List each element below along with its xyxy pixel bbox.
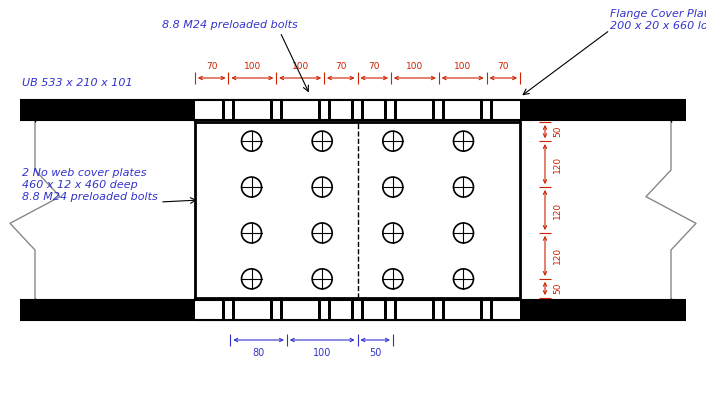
Text: 2 No web cover plates
460 x 12 x 460 deep
8.8 M24 preloaded bolts: 2 No web cover plates 460 x 12 x 460 dee… xyxy=(22,168,157,202)
Bar xyxy=(388,300,395,320)
Bar xyxy=(222,100,235,120)
Circle shape xyxy=(312,131,333,151)
Circle shape xyxy=(453,269,474,289)
Bar xyxy=(483,100,490,120)
Bar xyxy=(273,100,280,120)
Bar xyxy=(20,300,195,320)
Bar xyxy=(432,100,445,120)
Bar xyxy=(354,100,361,120)
Bar xyxy=(351,300,364,320)
Bar xyxy=(432,300,445,320)
Bar xyxy=(354,300,361,320)
Bar xyxy=(318,100,330,120)
Circle shape xyxy=(453,223,474,243)
Text: UB 533 x 210 x 101: UB 533 x 210 x 101 xyxy=(22,78,133,88)
Circle shape xyxy=(383,131,403,151)
Circle shape xyxy=(241,131,261,151)
Circle shape xyxy=(241,223,261,243)
Bar xyxy=(483,300,490,320)
Circle shape xyxy=(241,269,261,289)
Bar xyxy=(222,300,235,320)
Bar xyxy=(195,122,520,298)
Bar xyxy=(385,300,397,320)
Bar xyxy=(480,300,493,320)
Circle shape xyxy=(453,177,474,197)
Bar xyxy=(436,300,442,320)
Text: 50: 50 xyxy=(369,348,381,358)
Text: 70: 70 xyxy=(335,62,347,71)
Text: Flange Cover Plates
200 x 20 x 660 long: Flange Cover Plates 200 x 20 x 660 long xyxy=(610,9,706,31)
Text: 50: 50 xyxy=(553,126,562,137)
Circle shape xyxy=(312,177,333,197)
Bar xyxy=(270,100,282,120)
Circle shape xyxy=(383,223,403,243)
Bar xyxy=(195,100,520,120)
Bar xyxy=(520,100,686,120)
Text: 120: 120 xyxy=(553,202,562,218)
Circle shape xyxy=(383,177,403,197)
Bar xyxy=(520,300,686,320)
Text: 120: 120 xyxy=(553,247,562,265)
Bar xyxy=(225,300,232,320)
Bar xyxy=(20,100,195,120)
Bar xyxy=(225,100,232,120)
Circle shape xyxy=(312,269,333,289)
Circle shape xyxy=(241,177,261,197)
Bar xyxy=(436,100,442,120)
Circle shape xyxy=(383,269,403,289)
Circle shape xyxy=(453,131,474,151)
Text: 100: 100 xyxy=(292,62,309,71)
Bar xyxy=(385,100,397,120)
Text: 100: 100 xyxy=(313,348,331,358)
Bar xyxy=(273,300,280,320)
Text: 100: 100 xyxy=(244,62,261,71)
Text: 70: 70 xyxy=(369,62,380,71)
Text: 50: 50 xyxy=(553,283,562,294)
Text: 120: 120 xyxy=(553,155,562,173)
Circle shape xyxy=(312,223,333,243)
Text: 100: 100 xyxy=(454,62,472,71)
Text: 100: 100 xyxy=(406,62,424,71)
Bar xyxy=(388,100,395,120)
Bar xyxy=(321,300,328,320)
Bar xyxy=(480,100,493,120)
Text: 8.8 M24 preloaded bolts: 8.8 M24 preloaded bolts xyxy=(162,20,298,30)
Bar xyxy=(270,300,282,320)
Bar xyxy=(351,100,364,120)
Text: 70: 70 xyxy=(498,62,509,71)
Bar xyxy=(195,300,520,320)
Text: 70: 70 xyxy=(206,62,217,71)
Bar xyxy=(318,300,330,320)
Bar xyxy=(321,100,328,120)
Text: 80: 80 xyxy=(253,348,265,358)
